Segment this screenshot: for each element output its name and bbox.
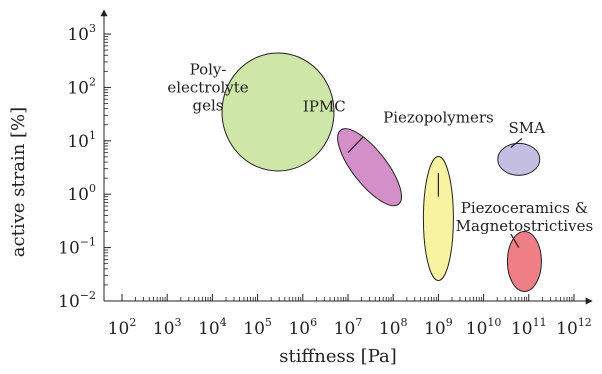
region-ellipse	[422, 156, 454, 282]
x-tick-label: 108	[379, 316, 408, 339]
region-label: Magnetostrictives	[456, 217, 593, 235]
y-axis-title: active strain [%]	[8, 107, 29, 257]
region-label: gels	[193, 97, 224, 115]
y-tick-label: 10−1	[58, 236, 96, 259]
region-pointer	[510, 138, 523, 148]
region-label: Piezopolymers	[383, 109, 494, 127]
x-tick-label: 104	[198, 316, 227, 339]
x-tick-label: 1012	[556, 316, 592, 339]
x-tick-label: 105	[243, 316, 272, 339]
y-tick-label: 101	[67, 129, 96, 152]
region-ellipse	[506, 230, 542, 292]
region-1: IPMC	[303, 98, 402, 207]
region-ellipse	[337, 128, 402, 207]
x-tick-label: 109	[424, 316, 453, 339]
region-label: IPMC	[303, 98, 346, 116]
x-tick-label: 1010	[466, 316, 502, 339]
x-tick-label: 102	[108, 316, 137, 339]
y-tick-label: 102	[67, 75, 96, 98]
region-ellipse	[497, 142, 541, 176]
x-tick-label: 106	[288, 316, 317, 339]
region-label: SMA	[508, 119, 545, 137]
y-tick-label: 103	[67, 22, 96, 45]
x-axis-title: stiffness [Pa]	[279, 346, 397, 367]
region-label: electrolyte	[167, 79, 248, 97]
y-tick-label: 100	[67, 182, 96, 205]
x-tick-label: 1011	[511, 316, 547, 339]
region-ellipse	[221, 52, 335, 172]
x-tick-label: 107	[334, 316, 363, 339]
x-tick-label: 103	[153, 316, 182, 339]
region-2: Piezopolymers	[383, 109, 494, 282]
y-tick-label: 10−2	[58, 289, 96, 312]
region-3: SMA	[497, 119, 545, 176]
axes-layer: 102 103 104 105 106 107 108 109 1010 1011 1012 10−2…	[58, 9, 593, 339]
region-pointer	[347, 136, 364, 154]
region-pointer	[510, 233, 520, 248]
region-4: Piezoceramics &Magnetostrictives	[456, 199, 593, 292]
region-label: Poly-	[190, 61, 227, 79]
region-label: Piezoceramics &	[461, 199, 588, 217]
